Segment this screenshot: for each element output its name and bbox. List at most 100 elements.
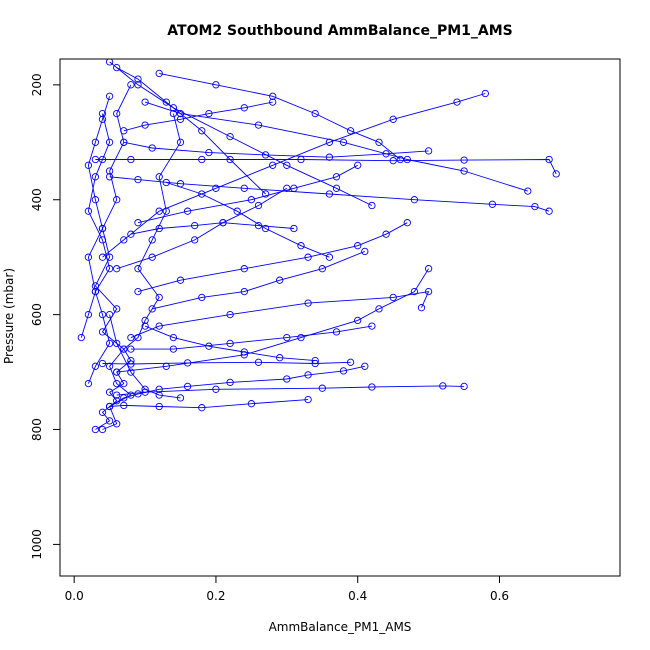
data-point bbox=[120, 401, 128, 410]
data-point bbox=[105, 173, 114, 181]
data-point bbox=[226, 155, 234, 164]
data-point bbox=[368, 201, 376, 210]
data-point bbox=[290, 224, 298, 233]
data-point bbox=[212, 385, 220, 393]
profile-line bbox=[116, 187, 288, 270]
data-point bbox=[198, 190, 206, 198]
data-point bbox=[254, 201, 263, 210]
profile-line bbox=[137, 222, 408, 293]
data-point bbox=[198, 127, 206, 135]
profile-line bbox=[144, 325, 316, 362]
data-point bbox=[524, 187, 532, 195]
data-point bbox=[155, 402, 163, 411]
data-point bbox=[155, 385, 163, 393]
profile-9 bbox=[98, 89, 489, 261]
profile-27 bbox=[141, 322, 319, 365]
data-point bbox=[403, 219, 411, 227]
data-point bbox=[134, 219, 142, 227]
data-point bbox=[354, 242, 362, 250]
data-point bbox=[240, 287, 248, 296]
data-point bbox=[98, 109, 107, 118]
data-point bbox=[424, 147, 433, 155]
profile-14 bbox=[134, 219, 411, 296]
data-point bbox=[134, 75, 142, 83]
data-point bbox=[148, 236, 156, 244]
y-axis: 200 400 600 800 1000 bbox=[30, 73, 60, 560]
data-point bbox=[382, 150, 390, 158]
profile-line bbox=[159, 72, 401, 160]
data-point bbox=[240, 184, 248, 192]
data-point bbox=[105, 339, 114, 348]
y-axis-label: Pressure (mbar) bbox=[2, 268, 16, 364]
profile-12 bbox=[105, 59, 376, 210]
x-axis-label: AmmBalance_PM1_AMS bbox=[269, 620, 412, 634]
data-point bbox=[84, 253, 93, 261]
data-point bbox=[198, 155, 206, 164]
profile-line bbox=[116, 268, 429, 373]
data-point bbox=[354, 316, 362, 325]
data-point bbox=[325, 153, 334, 161]
data-point bbox=[332, 184, 341, 192]
data-point bbox=[269, 92, 277, 100]
profile-17 bbox=[105, 395, 312, 412]
data-point bbox=[113, 379, 121, 388]
data-point bbox=[113, 63, 121, 72]
data-point bbox=[254, 221, 263, 230]
profile-10 bbox=[120, 138, 433, 161]
data-point bbox=[247, 196, 256, 204]
data-point bbox=[261, 224, 270, 233]
data-point bbox=[254, 121, 263, 129]
data-point bbox=[254, 358, 263, 366]
data-point bbox=[98, 253, 107, 261]
data-point bbox=[339, 367, 348, 375]
data-point bbox=[545, 155, 553, 164]
data-point bbox=[276, 276, 284, 284]
profile-line bbox=[102, 361, 351, 365]
data-point bbox=[120, 138, 128, 146]
profile-28 bbox=[127, 219, 298, 238]
data-point bbox=[304, 299, 312, 307]
data-point bbox=[98, 310, 107, 319]
data-point bbox=[127, 333, 135, 342]
profile-line bbox=[137, 164, 358, 224]
profile-6 bbox=[105, 173, 553, 215]
data-point bbox=[162, 98, 170, 106]
data-point bbox=[389, 157, 397, 165]
data-point bbox=[134, 175, 142, 184]
plot-area bbox=[77, 59, 560, 434]
data-point bbox=[105, 92, 114, 100]
data-point bbox=[325, 190, 334, 198]
data-point bbox=[84, 161, 93, 169]
data-point bbox=[77, 333, 85, 342]
data-point bbox=[113, 420, 121, 428]
data-point bbox=[141, 322, 149, 330]
data-point bbox=[183, 207, 192, 215]
x-tick-label: 0.0 bbox=[65, 589, 84, 603]
data-point bbox=[226, 378, 234, 387]
data-point bbox=[339, 138, 348, 146]
data-point bbox=[269, 161, 277, 169]
data-point bbox=[127, 345, 135, 353]
data-point bbox=[389, 115, 397, 123]
profile-line bbox=[94, 84, 132, 430]
data-point bbox=[375, 138, 383, 146]
data-point bbox=[212, 81, 220, 89]
data-point bbox=[155, 69, 163, 78]
profile-22 bbox=[113, 184, 291, 273]
data-point bbox=[332, 173, 341, 181]
profile-21 bbox=[148, 247, 369, 313]
data-point bbox=[105, 59, 114, 66]
data-point bbox=[283, 184, 291, 192]
profile-line bbox=[152, 250, 365, 310]
data-point bbox=[226, 132, 234, 141]
y-tick-label: 600 bbox=[30, 303, 44, 326]
profile-7 bbox=[127, 287, 433, 342]
profile-line bbox=[130, 291, 430, 339]
data-point bbox=[396, 155, 404, 164]
data-point bbox=[439, 382, 447, 390]
data-point bbox=[113, 196, 121, 204]
data-point bbox=[361, 247, 369, 256]
profile-19 bbox=[77, 92, 114, 342]
y-tick-label: 400 bbox=[30, 188, 44, 211]
data-point bbox=[105, 402, 114, 411]
